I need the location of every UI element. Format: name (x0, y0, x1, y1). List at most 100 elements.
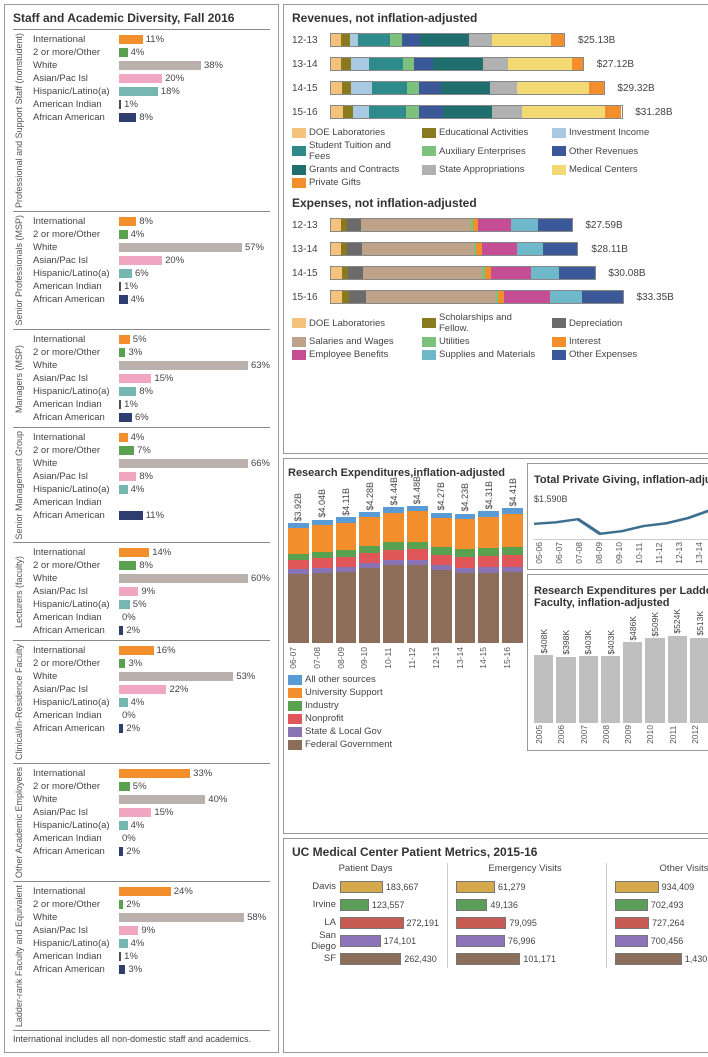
legend-swatch (288, 688, 302, 698)
research-column: $4.11B (336, 488, 357, 643)
diversity-category: Hispanic/Latino(a) (27, 938, 119, 949)
revenues-title: Revenues, not inflation-adjusted (292, 11, 708, 25)
stacked-row: 13-14$28.11B (292, 238, 708, 260)
diversity-row: African American3% (27, 963, 270, 976)
legend-swatch (422, 350, 436, 360)
stacked-year: 13-14 (292, 244, 330, 255)
legend-swatch (292, 128, 306, 138)
stacked-segment (351, 58, 370, 70)
giving-x-label: 05-06 (534, 542, 554, 564)
stacked-segment (582, 291, 623, 303)
stacked-segment (419, 82, 440, 94)
diversity-row: White57% (27, 241, 270, 254)
medical-value: 123,557 (369, 900, 405, 910)
stacked-year: 15-16 (292, 107, 330, 118)
medical-bar (615, 935, 648, 947)
stacked-segment (362, 243, 474, 255)
research-panel-outer: Research Expenditures,inflation-adjusted… (283, 458, 708, 834)
perfac-bar (690, 638, 708, 724)
diversity-value: 5% (130, 334, 147, 345)
legend-item: Industry (288, 700, 523, 711)
legend-swatch (292, 318, 306, 328)
diversity-row: Hispanic/Latino(a)4% (27, 819, 270, 832)
perfac-column: $509K (645, 612, 664, 723)
diversity-bar (119, 459, 248, 468)
diversity-value: 8% (136, 471, 153, 482)
diversity-value: 20% (162, 73, 184, 84)
diversity-row: American Indian1% (27, 98, 270, 111)
research-segment (359, 546, 380, 553)
stacked-segment (504, 291, 550, 303)
stacked-segment (605, 106, 622, 118)
diversity-row: African American6% (27, 411, 270, 424)
perfac-bar (556, 657, 575, 723)
research-segment (407, 542, 428, 550)
diversity-row: White40% (27, 793, 270, 806)
diversity-row: American Indian1% (27, 398, 270, 411)
medical-value: 101,171 (520, 954, 556, 964)
diversity-row: White38% (27, 59, 270, 72)
medical-bar (340, 881, 383, 893)
research-segment (455, 573, 476, 643)
diversity-value: 1% (121, 281, 138, 292)
diversity-row: Hispanic/Latino(a)18% (27, 85, 270, 98)
legend-label: All other sources (305, 674, 376, 685)
stacked-segment (348, 267, 364, 279)
research-column: $4.23B (455, 483, 476, 642)
medical-row: 700,456 (611, 932, 708, 950)
diversity-value: 4% (128, 697, 145, 708)
research-segment (359, 517, 380, 545)
research-segment (478, 556, 499, 567)
diversity-bar (119, 256, 162, 265)
diversity-category: White (27, 671, 119, 682)
stacked-total: $29.32B (605, 83, 655, 94)
medical-value: 61,279 (495, 882, 526, 892)
stacked-segment (469, 34, 491, 46)
medical-site-label: Davis (292, 881, 340, 892)
stacked-segment (492, 106, 522, 118)
stacked-bar (330, 57, 584, 71)
diversity-group: Clinical/In-Residence FacultyInternation… (13, 640, 270, 763)
perfac-panel: Research Expenditures per Ladder-rank Fa… (527, 574, 708, 751)
giving-title: Total Private Giving, inflation-adjusted (534, 474, 708, 486)
research-column: $4.31B (478, 481, 499, 643)
diversity-value: 5% (130, 781, 147, 792)
research-segment (407, 549, 428, 560)
legend-item: Salaries and Wages (292, 336, 412, 347)
research-x-label: 08-09 (336, 647, 357, 669)
stacked-segment (420, 34, 469, 46)
stacked-total: $25.13B (565, 35, 615, 46)
legend-swatch (288, 727, 302, 737)
diversity-category: Hispanic/Latino(a) (27, 697, 119, 708)
stacked-year: 14-15 (292, 268, 330, 279)
legend-item: University Support (288, 687, 523, 698)
diversity-category: International (27, 886, 119, 897)
diversity-value: 2% (123, 625, 140, 636)
diversity-category: International (27, 34, 119, 45)
medical-bar (615, 953, 682, 965)
research-col-total: $4.23B (460, 483, 470, 512)
legend-swatch (422, 318, 436, 328)
diversity-bar (119, 769, 190, 778)
stacked-bar (330, 81, 605, 95)
diversity-value: 8% (136, 216, 153, 227)
stacked-segment (414, 58, 434, 70)
diversity-category: Hispanic/Latino(a) (27, 86, 119, 97)
perfac-x-label: 2009 (623, 725, 642, 744)
research-col-stack (407, 506, 428, 642)
diversity-bar (119, 808, 151, 817)
research-segment (312, 573, 333, 643)
perfac-bar (623, 642, 642, 723)
legend-label: Scholarships and Fellow. (439, 312, 542, 334)
diversity-category: White (27, 360, 119, 371)
research-segment (455, 519, 476, 549)
legend-swatch (552, 146, 566, 156)
diversity-row: 2 or more/Other7% (27, 444, 270, 457)
stacked-row: 13-14$27.12B (292, 53, 708, 75)
diversity-group-label: Ladder-rank Faculty and Equivalent (13, 885, 27, 1027)
diversity-row: 2 or more/Other8% (27, 559, 270, 572)
diversity-category: 2 or more/Other (27, 229, 119, 240)
expenses-title: Expenses, not inflation-adjusted (292, 196, 708, 210)
perfac-x-label: 2012 (690, 725, 708, 744)
research-segment (383, 542, 404, 549)
